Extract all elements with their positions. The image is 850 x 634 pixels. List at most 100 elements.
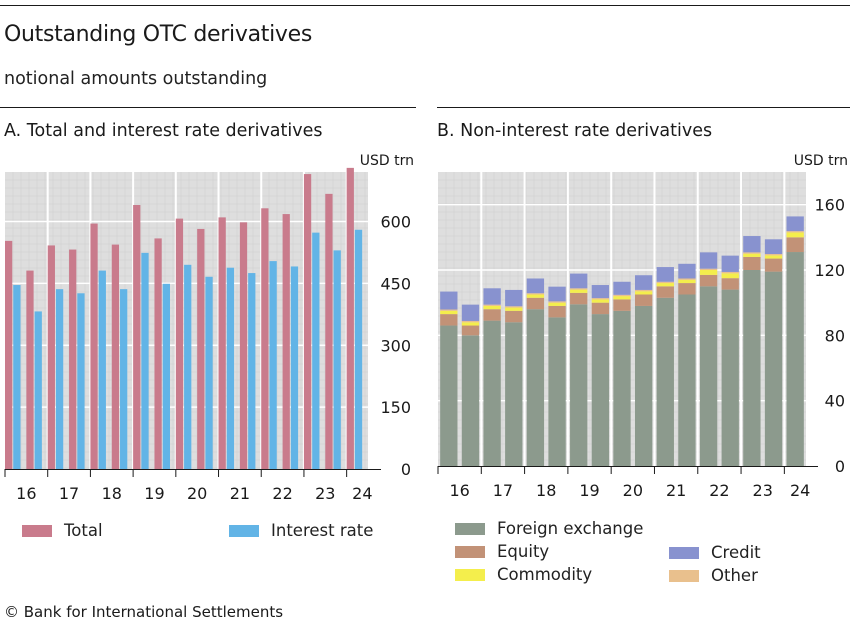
panel-b-bar-other	[613, 294, 631, 297]
legend-label-total: Total	[64, 521, 103, 540]
panel-b-bar-commodity	[440, 310, 458, 315]
panel-b-x-tick-label: 20	[623, 481, 643, 500]
panel-a-bar-interest-rate	[354, 229, 363, 469]
panel-b-bar-other	[483, 304, 501, 306]
panel-a-bar-interest-rate	[120, 289, 128, 469]
panel-b-x-tick-label: 22	[709, 481, 729, 500]
panel-b-bar-foreign-exchange	[591, 314, 610, 466]
legend-swatch-commodity	[455, 568, 485, 581]
panel-a-bar-total	[282, 214, 290, 469]
legend-label-commodity: Commodity	[497, 565, 593, 584]
panel-b-bar-commodity	[613, 296, 631, 300]
panel-b-bar-equity	[678, 283, 696, 295]
panel-a-x-tick-label: 24	[352, 484, 372, 503]
panel-b-bar-foreign-exchange	[721, 289, 739, 466]
panel-a-y-tick-label: 450	[380, 274, 411, 293]
panel-b-bar-equity	[505, 310, 523, 323]
legend-label-equity: Equity	[497, 542, 550, 561]
panel-b-bar-commodity	[526, 294, 545, 298]
panel-b-bar-credit	[721, 255, 739, 272]
panel-b-bar-commodity	[764, 255, 783, 259]
legend-label-foreign-exchange: Foreign exchange	[497, 519, 644, 538]
panel-b-bar-equity	[743, 256, 761, 270]
panel-b-bar-credit	[613, 281, 631, 295]
panel-b-bar-credit	[743, 236, 761, 253]
panel-b-bar-equity	[483, 309, 501, 321]
panel-b-bar-equity	[786, 237, 804, 253]
panel-a-bar-total	[325, 193, 333, 470]
panel-b-bar-equity	[526, 297, 545, 310]
panel-b-bar-commodity	[461, 322, 480, 326]
legend-item-interest-rate: Interest rate	[229, 521, 373, 540]
panel-b-bar-other	[743, 252, 761, 254]
panel-a-bar-interest-rate	[98, 270, 106, 469]
panel-b-bar-foreign-exchange	[461, 335, 480, 466]
panel-b-bar-other	[699, 268, 718, 270]
panel-b-x-tick-label: 19	[579, 481, 599, 500]
panel-b-bar-other	[505, 306, 523, 308]
legend-label-credit: Credit	[711, 543, 761, 562]
panel-a-x-tick-label: 17	[59, 484, 79, 503]
panel-a-x-tick-label: 20	[187, 484, 207, 503]
panel-b-bar-foreign-exchange	[678, 294, 696, 466]
panel-b-bar-foreign-exchange	[656, 297, 674, 466]
panel-b-bar-other	[656, 281, 674, 284]
panel-b-title: B. Non-interest rate derivatives	[437, 121, 713, 141]
page-title: Outstanding OTC derivatives	[4, 22, 313, 47]
legend-item-foreign-exchange: Foreign exchange	[455, 519, 643, 538]
panel-a-unit-label: USD trn	[360, 153, 414, 169]
panel-b-x-tick-label: 24	[790, 481, 810, 500]
panel-b-bar-commodity	[548, 302, 566, 306]
legend-item-credit: Credit	[669, 543, 761, 562]
panel-b-bar-equity	[721, 278, 739, 290]
panel-b-bar-credit	[786, 216, 804, 232]
panel-b-bar-commodity	[591, 299, 610, 303]
panel-b-bar-foreign-exchange	[764, 271, 783, 466]
panel-b-y-tick-label: 40	[825, 392, 845, 411]
panel-b-bar-other	[721, 271, 739, 274]
legend-swatch-total	[22, 524, 52, 537]
panel-a-bar-total	[47, 245, 55, 469]
panel-b-y-tick-label: 80	[825, 326, 845, 345]
panel-b-bar-other	[548, 301, 566, 303]
panel-a-bar-total	[90, 223, 98, 469]
panel-b-bar-foreign-exchange	[699, 286, 718, 466]
panel-a-bar-total	[239, 222, 248, 469]
panel-a-bar-total	[69, 249, 77, 469]
panel-b-bar-foreign-exchange	[526, 309, 545, 466]
panel-b-x-tick-label: 17	[493, 481, 513, 500]
panel-b-bar-other	[764, 253, 783, 256]
divider-left	[0, 107, 416, 108]
legend-swatch-interest-rate	[229, 524, 259, 537]
panel-a-bar-interest-rate	[13, 285, 21, 469]
panel-b-bar-credit	[634, 275, 653, 290]
panel-b-bar-commodity	[483, 305, 501, 310]
panel-a-bar-interest-rate	[162, 283, 170, 469]
top-rule	[0, 5, 850, 6]
panel-b-bar-foreign-exchange	[634, 305, 653, 466]
panel-b-bar-other	[440, 309, 458, 311]
panel-a-bar-total	[197, 228, 205, 469]
legend-swatch-credit	[669, 546, 699, 559]
panel-b-y-tick-label: 0	[835, 457, 845, 476]
panel-b-bar-other	[526, 293, 545, 295]
panel-b-bar-credit	[526, 278, 545, 294]
panel-a-y-tick-label: 300	[380, 336, 411, 355]
panel-a-x-tick-label: 16	[16, 484, 36, 503]
legend-item-commodity: Commodity	[455, 565, 592, 584]
panel-b-bar-foreign-exchange	[440, 325, 458, 466]
panel-b-bar-credit	[461, 304, 480, 321]
panel-b-bar-equity	[548, 305, 566, 318]
panel-a-y-tick-label: 0	[401, 460, 411, 479]
panel-b-unit-label: USD trn	[794, 153, 848, 169]
panel-a-y-tick-label: 150	[380, 398, 411, 417]
panel-b-bar-equity	[656, 286, 674, 298]
panel-b-bar-credit	[591, 285, 610, 299]
panel-b-bar-commodity	[743, 253, 761, 257]
panel-b-bar-credit	[548, 286, 566, 302]
panel-a-bar-interest-rate	[290, 266, 299, 469]
page-subtitle: notional amounts outstanding	[4, 69, 268, 89]
panel-b-bar-equity	[699, 274, 718, 287]
panel-b-bar-commodity	[721, 273, 739, 279]
panel-b-bar-other	[786, 231, 804, 233]
